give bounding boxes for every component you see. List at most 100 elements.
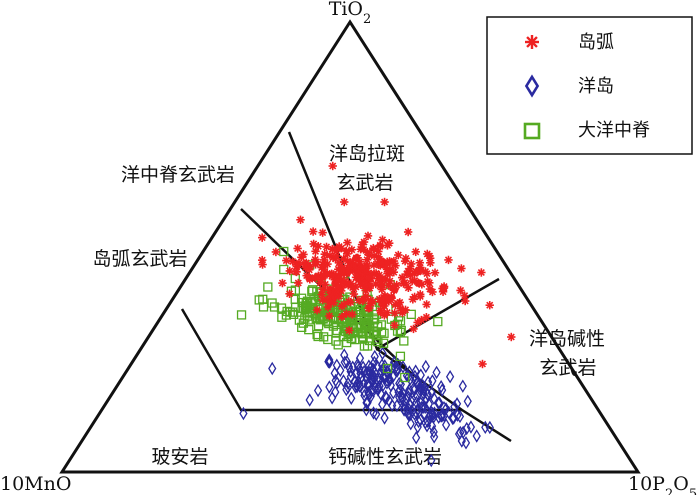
point-morb <box>433 316 443 327</box>
point-ocean_island <box>432 365 441 380</box>
point-ocean_island <box>445 370 455 384</box>
point-morb <box>316 315 326 325</box>
point-ocean_island <box>435 396 444 410</box>
point-ocean_island <box>462 421 471 436</box>
point-morb <box>296 293 307 303</box>
point-ocean_island <box>386 378 395 393</box>
point-morb <box>371 334 382 344</box>
point-ocean_island <box>372 372 382 386</box>
point-ocean_island <box>399 403 409 417</box>
point-island_arc <box>257 233 267 242</box>
point-island_arc <box>507 332 516 342</box>
field-label-iat: 岛弧玄武岩 <box>92 248 187 270</box>
point-ocean_island <box>485 420 494 435</box>
point-ocean_island <box>448 411 457 426</box>
point-island_arc <box>457 264 466 273</box>
point-ocean_island <box>392 399 402 413</box>
point-island_arc <box>376 306 385 315</box>
point-ocean_island <box>429 391 439 406</box>
point-island_arc <box>444 255 453 265</box>
point-island_arc <box>293 244 302 253</box>
point-ocean_island <box>413 376 422 390</box>
point-island_arc <box>378 235 387 244</box>
point-ocean_island <box>356 371 365 386</box>
point-island_arc <box>337 244 346 253</box>
point-ocean_island <box>363 395 372 410</box>
point-ocean_island <box>364 359 373 373</box>
point-ocean_island <box>457 434 466 448</box>
point-island_arc <box>318 228 327 237</box>
point-ocean_island <box>377 358 387 372</box>
point-ocean_island <box>427 419 437 433</box>
point-island_arc <box>288 257 297 266</box>
point-morb <box>304 315 315 325</box>
point-island_arc <box>413 267 423 277</box>
point-morb <box>323 334 333 345</box>
point-morb <box>290 294 300 305</box>
point-ocean_island <box>410 383 419 398</box>
field-label-oia: 洋岛碱性 玄武岩 <box>529 328 611 379</box>
point-ocean_island <box>369 406 378 420</box>
point-island_arc <box>411 247 420 257</box>
apex-label-top: TiO2 <box>329 0 372 27</box>
point-ocean_island <box>412 405 421 420</box>
point-island_arc <box>316 278 325 288</box>
point-morb <box>269 302 280 312</box>
point-island_arc <box>413 318 422 327</box>
point-ocean_island <box>427 453 436 468</box>
point-morb <box>406 309 416 320</box>
point-island_arc <box>425 284 435 294</box>
point-ocean_island <box>450 400 459 414</box>
point-island_arc <box>282 256 291 265</box>
point-island_arc <box>477 268 486 277</box>
point-island_arc <box>347 245 357 254</box>
point-island_arc <box>389 285 399 295</box>
point-ocean_island <box>458 379 467 393</box>
point-island_arc <box>390 308 399 318</box>
point-morb <box>368 329 378 339</box>
point-island_arc <box>425 254 435 263</box>
point-island_arc <box>354 296 364 305</box>
point-morb <box>332 325 342 336</box>
point-ocean_island <box>417 382 426 396</box>
point-morb <box>395 351 406 361</box>
field-label-oit: 洋岛拉斑 玄武岩 <box>329 143 411 194</box>
point-island_arc <box>422 269 432 278</box>
point-ocean_island <box>347 391 356 405</box>
point-island_arc <box>351 273 361 282</box>
field-label-cab: 钙碱性玄武岩 <box>328 446 442 468</box>
point-ocean_island <box>437 408 446 422</box>
point-ocean_island <box>418 400 428 415</box>
point-island_arc <box>478 359 487 369</box>
point-ocean_island <box>391 361 400 375</box>
point-island_arc <box>271 247 281 257</box>
point-ocean_island <box>239 406 248 421</box>
point-morb <box>359 341 370 351</box>
point-morb <box>308 285 318 295</box>
point-island_arc <box>328 161 337 171</box>
point-island_arc <box>422 313 431 322</box>
point-island_arc <box>257 255 267 265</box>
point-island_arc <box>346 258 355 267</box>
point-morb <box>300 313 310 323</box>
point-island_arc <box>344 326 354 335</box>
point-island_arc <box>362 261 371 271</box>
point-island_arc <box>404 283 413 292</box>
point-ocean_island <box>355 376 364 391</box>
point-ocean_island <box>417 400 426 415</box>
field-label-bon: 玻安岩 <box>151 446 208 468</box>
apex-label-right: 10P2O5 <box>628 473 697 495</box>
point-morb <box>312 329 322 340</box>
point-island_arc <box>398 308 407 317</box>
point-ocean_island <box>463 394 472 409</box>
point-morb <box>236 310 247 320</box>
point-island_arc <box>339 300 349 309</box>
point-ocean_island <box>362 403 371 417</box>
point-island_arc <box>460 291 469 300</box>
point-island_arc <box>375 281 385 291</box>
legend-label-morb: 大洋中脊 <box>578 120 650 141</box>
point-island_arc <box>369 260 379 270</box>
point-morb <box>399 336 409 346</box>
point-morb <box>279 264 289 275</box>
point-ocean_island <box>346 364 355 379</box>
